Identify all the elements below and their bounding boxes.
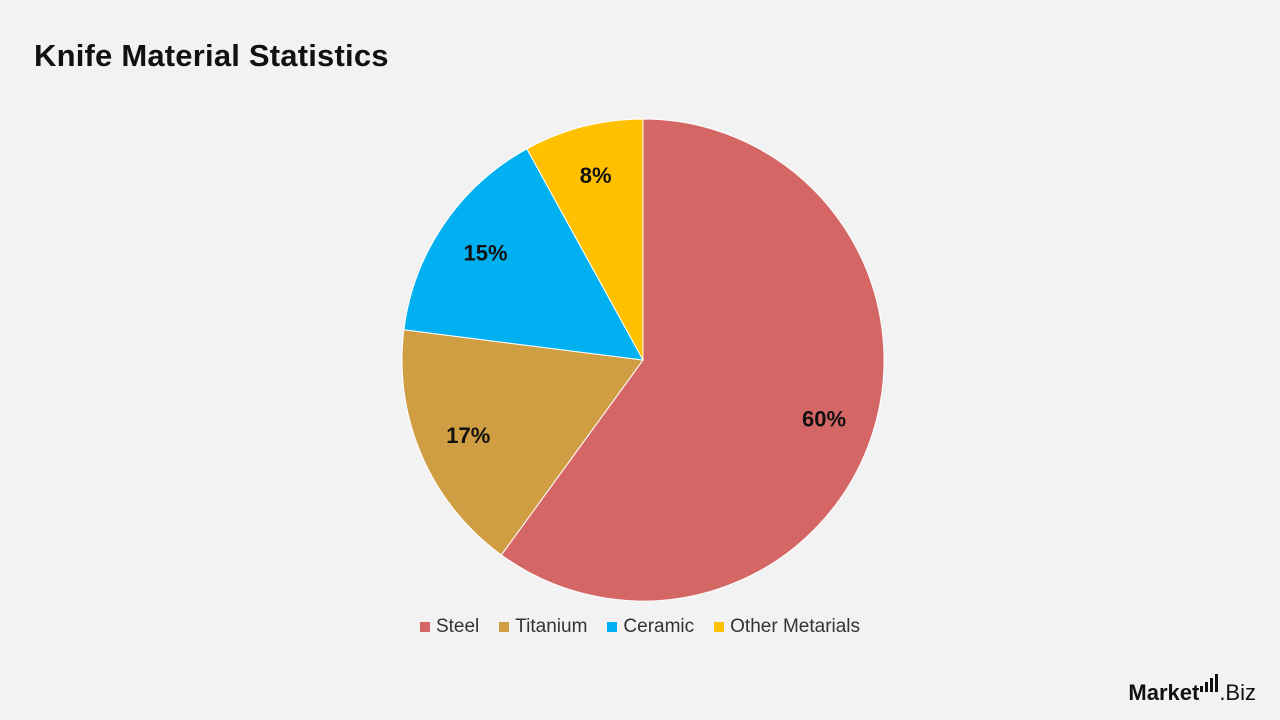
- brand-logo-text-primary: Market: [1128, 680, 1200, 705]
- pie-slice-other-metarials: [526, 118, 644, 361]
- legend-swatch-titanium: [499, 622, 510, 632]
- brand-logo: Market .Biz: [1128, 674, 1256, 706]
- pie-slice-steel: [500, 118, 885, 602]
- pie-slice-titanium: [401, 329, 644, 556]
- pie-data-labels: 60% 17% 15% 8%: [446, 163, 846, 448]
- chart-legend: Steel Titanium Ceramic Other Metarials: [0, 616, 1280, 638]
- legend-swatch-steel: [419, 622, 430, 632]
- pie-slices: [401, 118, 885, 602]
- bar-chart-icon: [1200, 674, 1219, 692]
- legend-item-ceramic: Ceramic: [607, 616, 694, 638]
- data-label-ceramic: 15%: [464, 240, 508, 265]
- legend-item-steel: Steel: [419, 616, 480, 638]
- chart-title: Knife Material Statistics: [34, 38, 389, 73]
- legend-item-other-metarials: Other Metarials: [714, 616, 860, 638]
- legend-label-steel: Steel: [435, 616, 480, 637]
- pie-slice-ceramic: [403, 148, 644, 361]
- legend-swatch-other-metarials: [714, 622, 725, 632]
- legend-label-titanium: Titanium: [515, 616, 588, 637]
- data-label-steel: 60%: [802, 406, 846, 431]
- legend-item-titanium: Titanium: [499, 616, 587, 638]
- legend-label-other-metarials: Other Metarials: [730, 616, 861, 637]
- legend-swatch-ceramic: [607, 622, 618, 632]
- data-label-titanium: 17%: [446, 423, 490, 448]
- data-label-other-metarials: 8%: [580, 163, 612, 188]
- legend-label-ceramic: Ceramic: [623, 616, 695, 637]
- brand-logo-text-secondary: .Biz: [1219, 680, 1256, 705]
